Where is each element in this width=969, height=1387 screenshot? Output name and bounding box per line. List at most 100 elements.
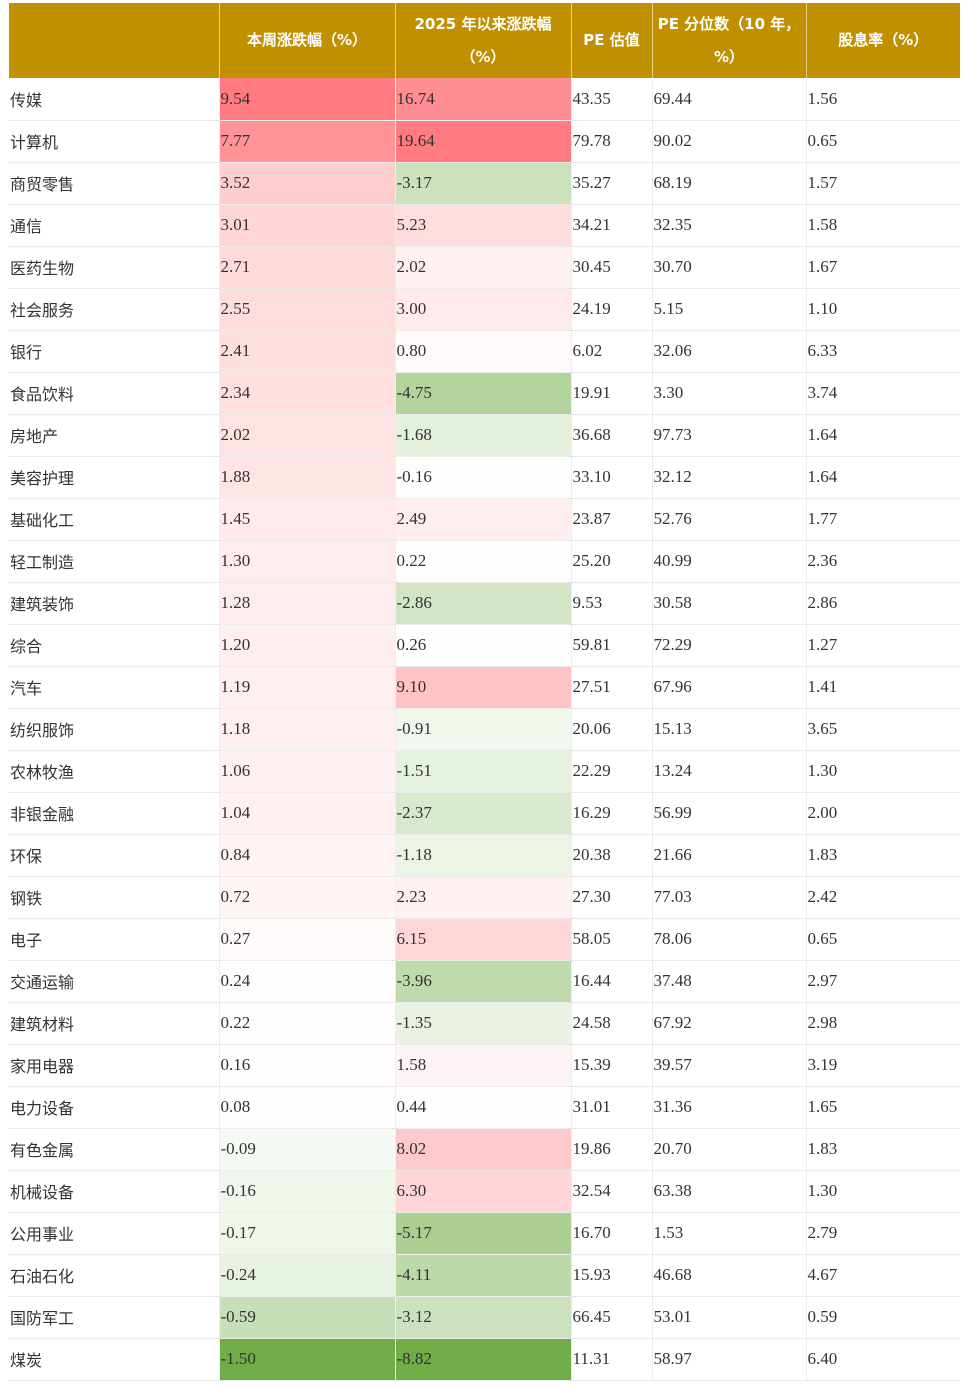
industry-cell: 电力设备 (9, 1086, 219, 1129)
pe-cell: 36.68 (570, 414, 652, 457)
table-row: 基础化工 1.45 2.49 23.87 52.76 1.77 (9, 498, 960, 541)
ytd-change-cell: 0.80 (394, 330, 571, 373)
industry-cell: 基础化工 (9, 498, 219, 541)
week-change-cell: 0.27 (218, 918, 395, 961)
week-change-cell: 0.84 (218, 834, 395, 877)
pe-percentile-cell: 20.70 (651, 1128, 806, 1171)
industry-cell: 煤炭 (9, 1338, 219, 1381)
dividend-yield-cell: 2.79 (805, 1212, 960, 1255)
table-row: 环保 0.84 -1.18 20.38 21.66 1.83 (9, 834, 960, 877)
ytd-change-cell: 16.74 (394, 78, 571, 121)
header-week-change: 本周涨跌幅（%） (218, 3, 395, 78)
industry-cell: 房地产 (9, 414, 219, 457)
pe-cell: 43.35 (570, 78, 652, 121)
week-change-cell: 1.20 (218, 624, 395, 667)
pe-cell: 20.38 (570, 834, 652, 877)
pe-percentile-cell: 77.03 (651, 876, 806, 919)
ytd-change-cell: -3.96 (394, 960, 571, 1003)
industry-cell: 家用电器 (9, 1044, 219, 1087)
pe-cell: 25.20 (570, 540, 652, 583)
pe-cell: 66.45 (570, 1296, 652, 1339)
industry-cell: 交通运输 (9, 960, 219, 1003)
pe-percentile-cell: 46.68 (651, 1254, 806, 1297)
pe-percentile-cell: 32.06 (651, 330, 806, 373)
ytd-change-cell: -1.35 (394, 1002, 571, 1045)
dividend-yield-cell: 1.67 (805, 246, 960, 289)
dividend-yield-cell: 2.86 (805, 582, 960, 625)
pe-percentile-cell: 56.99 (651, 792, 806, 835)
table-row: 综合 1.20 0.26 59.81 72.29 1.27 (9, 624, 960, 667)
table-row: 银行 2.41 0.80 6.02 32.06 6.33 (9, 330, 960, 373)
ytd-change-cell: -3.12 (394, 1296, 571, 1339)
pe-cell: 22.29 (570, 750, 652, 793)
dividend-yield-cell: 1.83 (805, 834, 960, 877)
pe-cell: 59.81 (570, 624, 652, 667)
pe-cell: 6.02 (570, 330, 652, 373)
pe-percentile-cell: 40.99 (651, 540, 806, 583)
ytd-change-cell: 0.22 (394, 540, 571, 583)
industry-cell: 非银金融 (9, 792, 219, 835)
industry-cell: 汽车 (9, 666, 219, 709)
pe-cell: 27.30 (570, 876, 652, 919)
ytd-change-cell: 19.64 (394, 120, 571, 163)
dividend-yield-cell: 1.10 (805, 288, 960, 331)
industry-cell: 社会服务 (9, 288, 219, 331)
dividend-yield-cell: 1.56 (805, 78, 960, 121)
ytd-change-cell: 0.44 (394, 1086, 571, 1129)
pe-cell: 15.39 (570, 1044, 652, 1087)
pe-percentile-cell: 58.97 (651, 1338, 806, 1381)
header-industry (9, 3, 219, 78)
week-change-cell: -0.09 (218, 1128, 395, 1171)
table-body: 传媒 9.54 16.74 43.35 69.44 1.56 计算机 7.77 19.64 79.… (9, 78, 960, 1381)
pe-cell: 33.10 (570, 456, 652, 499)
ytd-change-cell: 5.23 (394, 204, 571, 247)
ytd-change-cell: -2.86 (394, 582, 571, 625)
table-row: 汽车 1.19 9.10 27.51 67.96 1.41 (9, 666, 960, 709)
ytd-change-cell: 2.49 (394, 498, 571, 541)
dividend-yield-cell: 3.19 (805, 1044, 960, 1087)
pe-cell: 30.45 (570, 246, 652, 289)
pe-percentile-cell: 3.30 (651, 372, 806, 415)
pe-percentile-cell: 72.29 (651, 624, 806, 667)
pe-cell: 15.93 (570, 1254, 652, 1297)
dividend-yield-cell: 1.65 (805, 1086, 960, 1129)
pe-percentile-cell: 68.19 (651, 162, 806, 205)
industry-cell: 美容护理 (9, 456, 219, 499)
pe-percentile-cell: 5.15 (651, 288, 806, 331)
dividend-yield-cell: 4.67 (805, 1254, 960, 1297)
week-change-cell: -0.24 (218, 1254, 395, 1297)
pe-cell: 32.54 (570, 1170, 652, 1213)
week-change-cell: 2.02 (218, 414, 395, 457)
pe-cell: 16.29 (570, 792, 652, 835)
week-change-cell: 0.72 (218, 876, 395, 919)
dividend-yield-cell: 6.40 (805, 1338, 960, 1381)
table-row: 交通运输 0.24 -3.96 16.44 37.48 2.97 (9, 960, 960, 1003)
week-change-cell: 1.28 (218, 582, 395, 625)
ytd-change-cell: -4.75 (394, 372, 571, 415)
ytd-change-cell: -1.18 (394, 834, 571, 877)
industry-cell: 建筑装饰 (9, 582, 219, 625)
dividend-yield-cell: 1.30 (805, 750, 960, 793)
industry-cell: 机械设备 (9, 1170, 219, 1213)
pe-percentile-cell: 30.58 (651, 582, 806, 625)
header-dividend-yield: 股息率（%） (805, 3, 960, 78)
pe-percentile-cell: 97.73 (651, 414, 806, 457)
ytd-change-cell: 8.02 (394, 1128, 571, 1171)
industry-cell: 综合 (9, 624, 219, 667)
pe-percentile-cell: 90.02 (651, 120, 806, 163)
dividend-yield-cell: 3.65 (805, 708, 960, 751)
ytd-change-cell: 2.02 (394, 246, 571, 289)
dividend-yield-cell: 1.41 (805, 666, 960, 709)
table-row: 煤炭 -1.50 -8.82 11.31 58.97 6.40 (9, 1338, 960, 1381)
pe-percentile-cell: 1.53 (651, 1212, 806, 1255)
table-row: 石油石化 -0.24 -4.11 15.93 46.68 4.67 (9, 1254, 960, 1297)
ytd-change-cell: -1.51 (394, 750, 571, 793)
week-change-cell: 0.22 (218, 1002, 395, 1045)
table-row: 有色金属 -0.09 8.02 19.86 20.70 1.83 (9, 1128, 960, 1171)
table-row: 公用事业 -0.17 -5.17 16.70 1.53 2.79 (9, 1212, 960, 1255)
pe-percentile-cell: 39.57 (651, 1044, 806, 1087)
industry-valuation-table: 本周涨跌幅（%） 2025 年以来涨跌幅（%） PE 估值 PE 分位数（10 … (9, 3, 960, 1381)
pe-cell: 58.05 (570, 918, 652, 961)
week-change-cell: 0.16 (218, 1044, 395, 1087)
pe-cell: 24.19 (570, 288, 652, 331)
